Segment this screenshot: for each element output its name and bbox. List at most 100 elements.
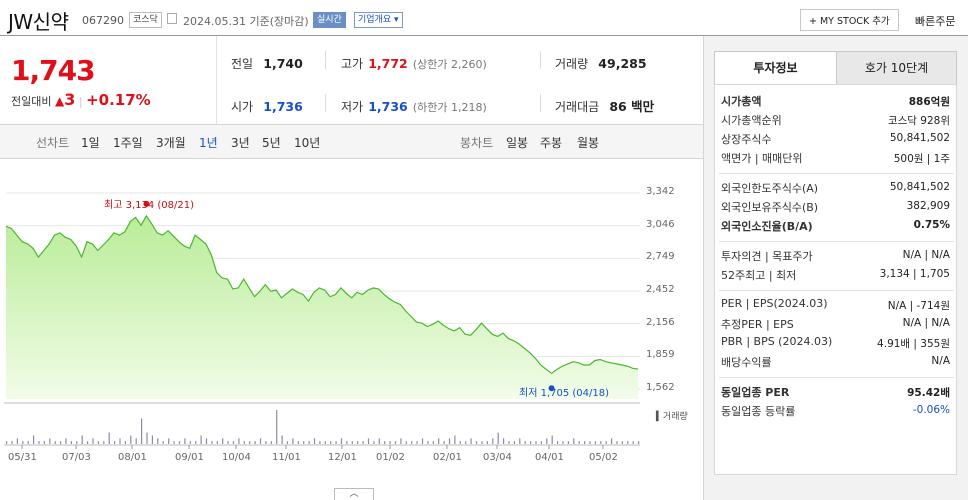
volume-bar	[222, 438, 224, 444]
stock-code: 067290	[82, 14, 124, 27]
tab-investment-info[interactable]: 투자정보	[714, 51, 837, 85]
info-label: 외국인소진율(B/A)	[721, 220, 813, 233]
volume-bar	[60, 441, 62, 444]
volume-bar	[519, 438, 521, 444]
tab-5y[interactable]: 5년	[262, 136, 281, 150]
volume-bar	[211, 441, 213, 444]
volume-bar	[227, 441, 229, 444]
y-tick-label: 2,452	[646, 284, 675, 295]
info-value: 50,841,502	[889, 181, 950, 193]
stock-header: JW신약 067290 코스닥 2024.05.31 기준(장마감) 실시간 기…	[0, 0, 968, 36]
volume-bar	[33, 435, 35, 444]
volume-bar	[173, 441, 175, 444]
tab-daily[interactable]: 일봉	[506, 136, 529, 150]
volume-bar	[151, 435, 153, 444]
volume-bar	[49, 438, 51, 444]
x-tick-label: 04/01	[535, 452, 564, 463]
volume-bar	[594, 441, 596, 444]
tab-weekly[interactable]: 주봉	[540, 136, 563, 150]
divider	[540, 94, 541, 112]
volume-bar	[308, 441, 310, 444]
volume-bar	[265, 441, 267, 444]
add-my-stock-button[interactable]: + MY STOCK 추가	[800, 9, 899, 31]
max-marker	[143, 200, 150, 207]
realtime-badge[interactable]: 실시간	[313, 12, 346, 28]
volume-bar	[605, 441, 607, 444]
date-label: 2024.05.31 기준(장마감)	[183, 15, 309, 28]
volume-bar	[508, 441, 510, 444]
volume-bar	[351, 441, 353, 444]
volume-bar	[346, 441, 348, 444]
volume-bar	[481, 441, 483, 444]
volume-bar	[394, 441, 397, 444]
volume-bar	[362, 441, 364, 444]
volume-bar	[421, 438, 424, 444]
info-label: PBR | BPS (2024.03)	[721, 335, 833, 348]
volume-bar	[432, 441, 434, 444]
info-label: 시가총액	[721, 95, 762, 108]
volume-bar	[168, 438, 170, 444]
tab-3y[interactable]: 3년	[231, 136, 250, 150]
volume-bar	[184, 438, 186, 444]
volume-bar	[405, 441, 407, 444]
volume-legend: ▍거래량	[656, 412, 688, 422]
volume-bar	[578, 441, 580, 444]
volume-bar	[535, 441, 537, 444]
volume-bar	[340, 438, 343, 444]
volume-bar	[378, 438, 380, 444]
upper-limit: (상한가 2,260)	[412, 58, 487, 71]
chevron-up-icon: ︿	[349, 489, 359, 499]
volume-bar	[232, 441, 235, 444]
tab-1d[interactable]: 1일	[81, 136, 100, 150]
tab-1y[interactable]: 1년	[199, 136, 218, 150]
volume-bar	[438, 438, 440, 444]
prev-value: 1,740	[263, 56, 303, 71]
volume-bar	[530, 441, 532, 444]
tab-order-book[interactable]: 호가 10단계	[836, 51, 957, 85]
y-tick-label: 3,046	[646, 218, 675, 230]
volume-bar	[162, 441, 164, 444]
tab-10y[interactable]: 10년	[294, 136, 321, 150]
volume-bar	[632, 441, 634, 444]
x-tick-label: 05/31	[8, 452, 37, 463]
volume-bar	[281, 435, 283, 444]
volume-bar	[27, 441, 29, 444]
prev-label: 전일	[231, 57, 254, 71]
volume-bar	[324, 441, 326, 444]
price-area	[6, 215, 638, 399]
info-value: N/A | -714원	[887, 300, 950, 312]
divider	[540, 51, 541, 69]
stock-name[interactable]: JW신약	[8, 10, 69, 34]
x-tick-label: 07/03	[62, 452, 91, 463]
volume-value: 49,285	[598, 56, 647, 71]
company-overview-button[interactable]: 기업개요 ▾	[354, 12, 403, 28]
volume-bar	[638, 441, 640, 444]
tab-1w[interactable]: 1주일	[113, 136, 143, 150]
volume-bar	[357, 441, 359, 444]
y-tick-label: 1,562	[646, 382, 675, 393]
quick-order-link[interactable]: 빠른주문	[915, 15, 956, 28]
tab-monthly[interactable]: 월봉	[577, 136, 600, 150]
collapse-chart-button[interactable]: ︿	[334, 488, 374, 500]
lower-limit: (하한가 1,218)	[412, 101, 487, 114]
high-label: 고가	[341, 57, 364, 71]
volume-bar	[546, 438, 548, 444]
amount-value: 86 백만	[609, 99, 655, 114]
section-divider	[719, 377, 954, 378]
volume-bar	[92, 438, 94, 444]
max-annotation: 최고 3,134 (08/21)	[104, 200, 195, 211]
x-tick-label: 09/01	[175, 452, 204, 463]
x-tick-label: 05/02	[589, 452, 618, 463]
investment-info-panel: 투자정보 호가 10단계 시가총액 886억원 시가총액순위 코스닥 928위 상장주식…	[703, 36, 968, 500]
volume-bar	[135, 438, 137, 444]
volume-bar	[373, 441, 375, 444]
open-label: 시가	[231, 100, 254, 114]
market-badge: 코스닥	[129, 12, 162, 28]
volume-bar	[200, 435, 202, 444]
x-tick-label: 11/01	[272, 452, 301, 463]
tab-3m[interactable]: 3개월	[156, 136, 186, 150]
info-value: N/A | N/A	[902, 249, 950, 261]
info-value: 95.42배	[907, 387, 950, 399]
volume-bar	[319, 441, 321, 444]
price-chart[interactable]	[0, 159, 703, 488]
